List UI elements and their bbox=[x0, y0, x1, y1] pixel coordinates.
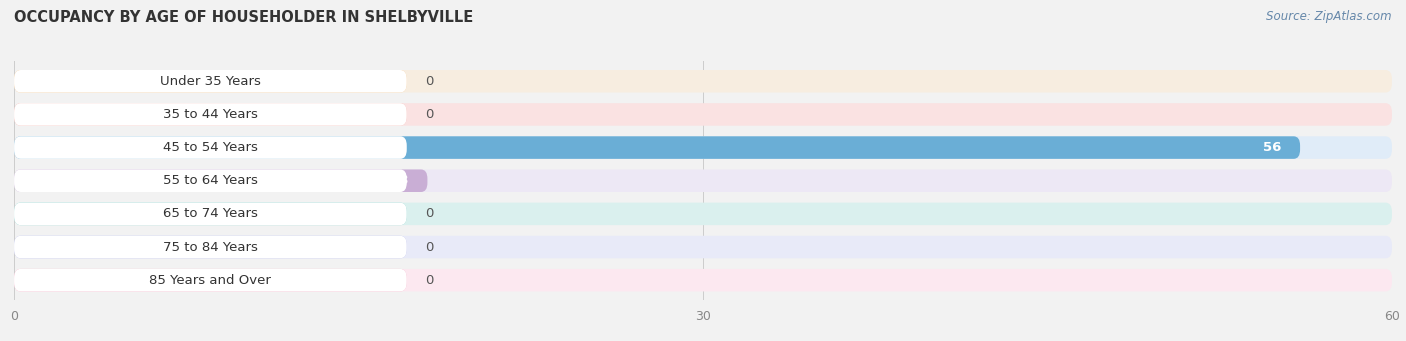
FancyBboxPatch shape bbox=[14, 169, 406, 192]
Text: Under 35 Years: Under 35 Years bbox=[160, 75, 262, 88]
FancyBboxPatch shape bbox=[14, 269, 406, 292]
FancyBboxPatch shape bbox=[14, 136, 406, 159]
Text: 0: 0 bbox=[425, 75, 433, 88]
Text: 0: 0 bbox=[425, 240, 433, 254]
Text: 56: 56 bbox=[1264, 141, 1282, 154]
Text: Source: ZipAtlas.com: Source: ZipAtlas.com bbox=[1267, 10, 1392, 23]
FancyBboxPatch shape bbox=[14, 70, 406, 92]
FancyBboxPatch shape bbox=[14, 103, 406, 126]
Text: OCCUPANCY BY AGE OF HOUSEHOLDER IN SHELBYVILLE: OCCUPANCY BY AGE OF HOUSEHOLDER IN SHELB… bbox=[14, 10, 474, 25]
Text: 0: 0 bbox=[425, 108, 433, 121]
FancyBboxPatch shape bbox=[14, 169, 1392, 192]
FancyBboxPatch shape bbox=[14, 70, 1392, 92]
FancyBboxPatch shape bbox=[14, 70, 406, 92]
FancyBboxPatch shape bbox=[14, 203, 1392, 225]
FancyBboxPatch shape bbox=[14, 269, 406, 292]
FancyBboxPatch shape bbox=[14, 136, 1301, 159]
FancyBboxPatch shape bbox=[14, 236, 406, 258]
FancyBboxPatch shape bbox=[14, 136, 1392, 159]
Text: 75 to 84 Years: 75 to 84 Years bbox=[163, 240, 257, 254]
FancyBboxPatch shape bbox=[14, 236, 1392, 258]
Text: 65 to 74 Years: 65 to 74 Years bbox=[163, 207, 257, 220]
Text: 18: 18 bbox=[391, 174, 409, 187]
Text: 85 Years and Over: 85 Years and Over bbox=[149, 274, 271, 287]
Text: 55 to 64 Years: 55 to 64 Years bbox=[163, 174, 257, 187]
FancyBboxPatch shape bbox=[14, 236, 406, 258]
FancyBboxPatch shape bbox=[14, 103, 406, 126]
FancyBboxPatch shape bbox=[14, 269, 1392, 292]
Text: 0: 0 bbox=[425, 274, 433, 287]
FancyBboxPatch shape bbox=[14, 169, 427, 192]
Text: 35 to 44 Years: 35 to 44 Years bbox=[163, 108, 257, 121]
Text: 0: 0 bbox=[425, 207, 433, 220]
FancyBboxPatch shape bbox=[14, 203, 406, 225]
Text: 45 to 54 Years: 45 to 54 Years bbox=[163, 141, 257, 154]
FancyBboxPatch shape bbox=[14, 103, 1392, 126]
FancyBboxPatch shape bbox=[14, 203, 406, 225]
